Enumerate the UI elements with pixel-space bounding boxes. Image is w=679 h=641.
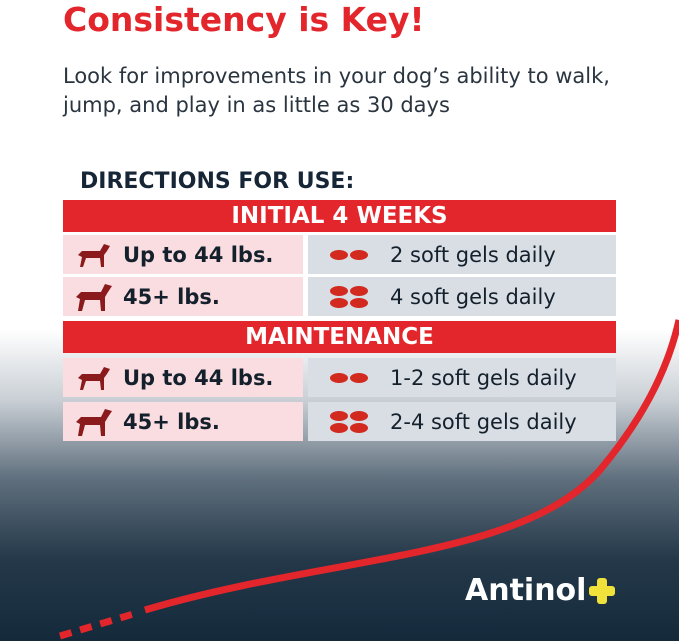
table-row: 45+ lbs. 2-4 soft gels daily	[63, 402, 616, 441]
page-title: Consistency is Key!	[63, 0, 425, 39]
directions-heading: DIRECTIONS FOR USE:	[80, 169, 355, 194]
dog-icon	[63, 406, 123, 438]
table-row: Up to 44 lbs. 2 soft gels daily	[63, 235, 616, 274]
subtitle: Look for improvements in your dog’s abil…	[63, 64, 610, 117]
soft-gels-icon	[308, 409, 390, 435]
logo-text: Antinol	[465, 573, 587, 608]
soft-gel-icon	[308, 371, 390, 385]
section-header-maintenance: MAINTENANCE	[63, 321, 616, 353]
soft-gels-icon	[308, 284, 390, 310]
plus-icon	[589, 577, 616, 604]
soft-gel-icon	[308, 248, 390, 262]
antinol-logo: Antinol	[465, 573, 616, 608]
dog-icon	[63, 281, 123, 313]
dose-label: 4 soft gels daily	[390, 284, 556, 309]
weight-label: Up to 44 lbs.	[123, 242, 274, 267]
weight-label: 45+ lbs.	[123, 284, 220, 309]
dose-label: 1-2 soft gels daily	[390, 365, 577, 390]
dose-label: 2-4 soft gels daily	[390, 409, 577, 434]
table-row: 45+ lbs. 4 soft gels daily	[63, 277, 616, 316]
weight-label: Up to 44 lbs.	[123, 365, 274, 390]
dog-icon	[63, 364, 123, 392]
table-row: Up to 44 lbs. 1-2 soft gels daily	[63, 358, 616, 397]
dog-icon	[63, 241, 123, 269]
weight-label: 45+ lbs.	[123, 409, 220, 434]
section-header-initial: INITIAL 4 WEEKS	[63, 200, 616, 232]
dose-label: 2 soft gels daily	[390, 242, 556, 267]
